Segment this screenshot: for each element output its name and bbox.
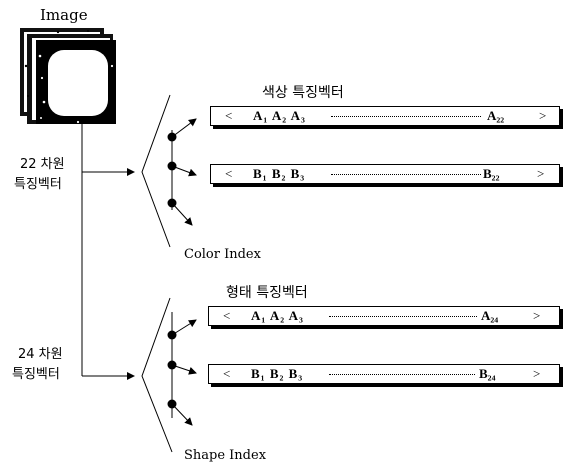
vector-open: <: [223, 308, 231, 323]
vector-dots: [331, 116, 481, 117]
vector-open: <: [223, 366, 231, 381]
color-dim-line2: 특징벡터: [14, 177, 62, 192]
shape-feature-title: 형태 특징벡터: [226, 285, 308, 301]
color-vector-a: < A₁ A₂ A₃ A₂₂ >: [210, 106, 560, 126]
shape-dim-line2: 특징벡터: [12, 367, 60, 382]
vector-leading-elements: B₁ B₂ B₃: [253, 166, 306, 181]
vector-open: <: [225, 166, 233, 181]
vector-dots: [329, 316, 477, 317]
vector-last-element: B₂₂: [483, 166, 500, 181]
vector-close: >: [537, 166, 545, 181]
vector-leading-elements: A₁ A₂ A₃: [253, 108, 306, 123]
image-label: Image: [40, 6, 88, 24]
shape-vector-b: < B₁ B₂ B₃ B₂₄ >: [208, 364, 560, 384]
shape-dim-line1: 24 차원: [18, 347, 63, 362]
color-index-node: [141, 94, 197, 248]
color-dim-line1: 22 차원: [20, 157, 65, 172]
image-thumbnail: [20, 28, 116, 124]
vector-close: >: [533, 308, 541, 323]
color-vector-b: < B₁ B₂ B₃ B₂₂ >: [210, 164, 560, 184]
vector-close: >: [533, 366, 541, 381]
vector-close: >: [539, 108, 547, 123]
vector-last-element: B₂₄: [479, 366, 496, 381]
shape-index-label: Shape Index: [184, 448, 267, 463]
vector-last-element: A₂₂: [487, 108, 505, 123]
vector-dots: [329, 374, 475, 375]
color-index-label: Color Index: [184, 247, 261, 262]
vector-open: <: [225, 108, 233, 123]
shape-index-node: [141, 297, 197, 453]
color-feature-title: 색상 특징벡터: [262, 85, 344, 101]
vector-last-element: A₂₄: [481, 308, 499, 323]
vector-dots: [331, 174, 481, 175]
shape-vector-a: < A₁ A₂ A₃ A₂₄ >: [208, 306, 560, 326]
vector-leading-elements: A₁ A₂ A₃: [251, 308, 304, 323]
vector-leading-elements: B₁ B₂ B₃: [251, 366, 304, 381]
